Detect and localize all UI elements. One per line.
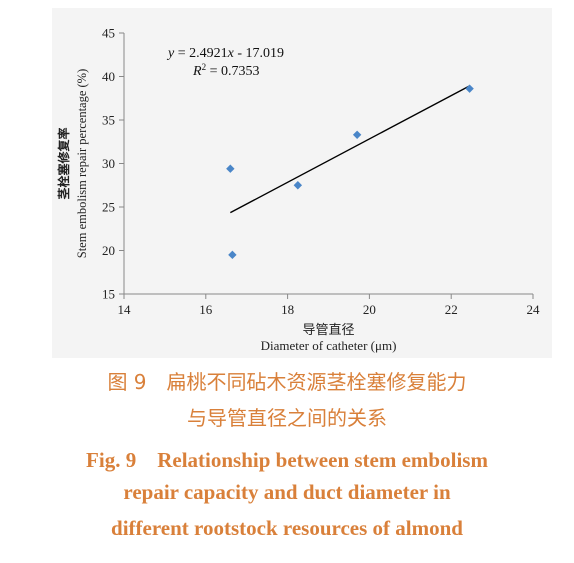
caption-en-line3: different rootstock resources of almond [111,516,463,540]
plot-panel [52,8,552,358]
y-tick-label: 30 [102,156,115,171]
y-tick-label: 20 [102,243,115,258]
caption-en-line2: repair capacity and duct diameter in [123,480,451,504]
y-tick-label: 15 [102,287,115,302]
x-tick-label: 14 [118,302,132,317]
x-tick-label: 18 [281,302,294,317]
data-point [352,130,362,139]
x-tick-label: 16 [199,302,213,317]
regression-equation: y = 2.4921x - 17.019 [166,46,284,61]
trendline [230,85,470,214]
x-tick-label: 20 [363,302,376,317]
data-point [465,84,474,93]
data-point [226,164,235,173]
caption-zh-line1: 图 9 扁桃不同砧木资源茎栓塞修复能力 [107,370,467,394]
x-axis-title: Diameter of catheter (μm) [261,338,397,353]
y-axis-title-zh: 茎栓塞修复率 [56,127,71,199]
r-squared: R2 = 0.7353 [192,62,259,79]
y-tick-label: 45 [102,26,115,41]
data-point [228,250,237,260]
x-tick-label: 24 [527,302,541,317]
y-tick-label: 40 [102,69,115,84]
data-point [293,181,303,190]
caption-en-line1: Fig. 9 Relationship between stem embolis… [86,448,488,472]
y-tick-label: 35 [102,113,115,128]
x-axis-title-zh: 导管直径 [302,323,354,338]
caption-zh-line2: 与导管直径之间的关系 [187,406,387,430]
y-axis-title: Stem embolism repair percentage (%) [75,69,89,259]
y-tick-label: 25 [102,200,115,215]
x-tick-label: 22 [445,302,458,317]
